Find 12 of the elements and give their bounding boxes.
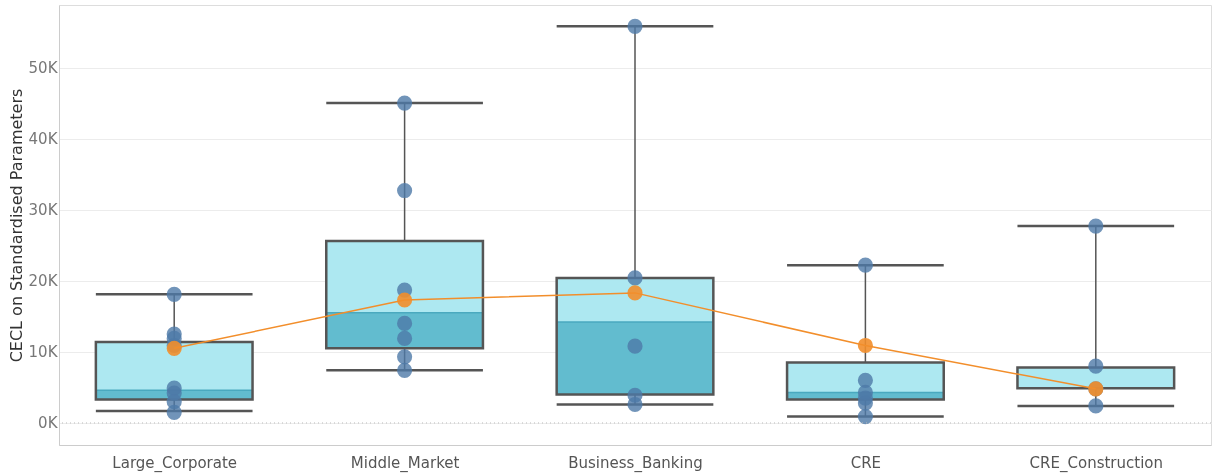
y-tick-label: 30K <box>28 201 59 220</box>
x-tick-label: CRE <box>850 453 882 472</box>
y-tick-label: 10K <box>28 343 59 362</box>
x-tick-label: CRE_Construction <box>1029 453 1163 473</box>
x-tick-label: Business_Banking <box>568 453 703 473</box>
y-axis-title: CECL on Standardised Parameters <box>6 88 26 363</box>
y-tick-label: 50K <box>28 59 59 78</box>
y-tick-label: 20K <box>28 272 59 291</box>
x-tick-label: Middle_Market <box>350 453 460 473</box>
y-tick-label: 40K <box>28 130 59 149</box>
y-tick-label: 0K <box>38 414 59 433</box>
x-tick-label: Large_Corporate <box>112 453 238 473</box>
